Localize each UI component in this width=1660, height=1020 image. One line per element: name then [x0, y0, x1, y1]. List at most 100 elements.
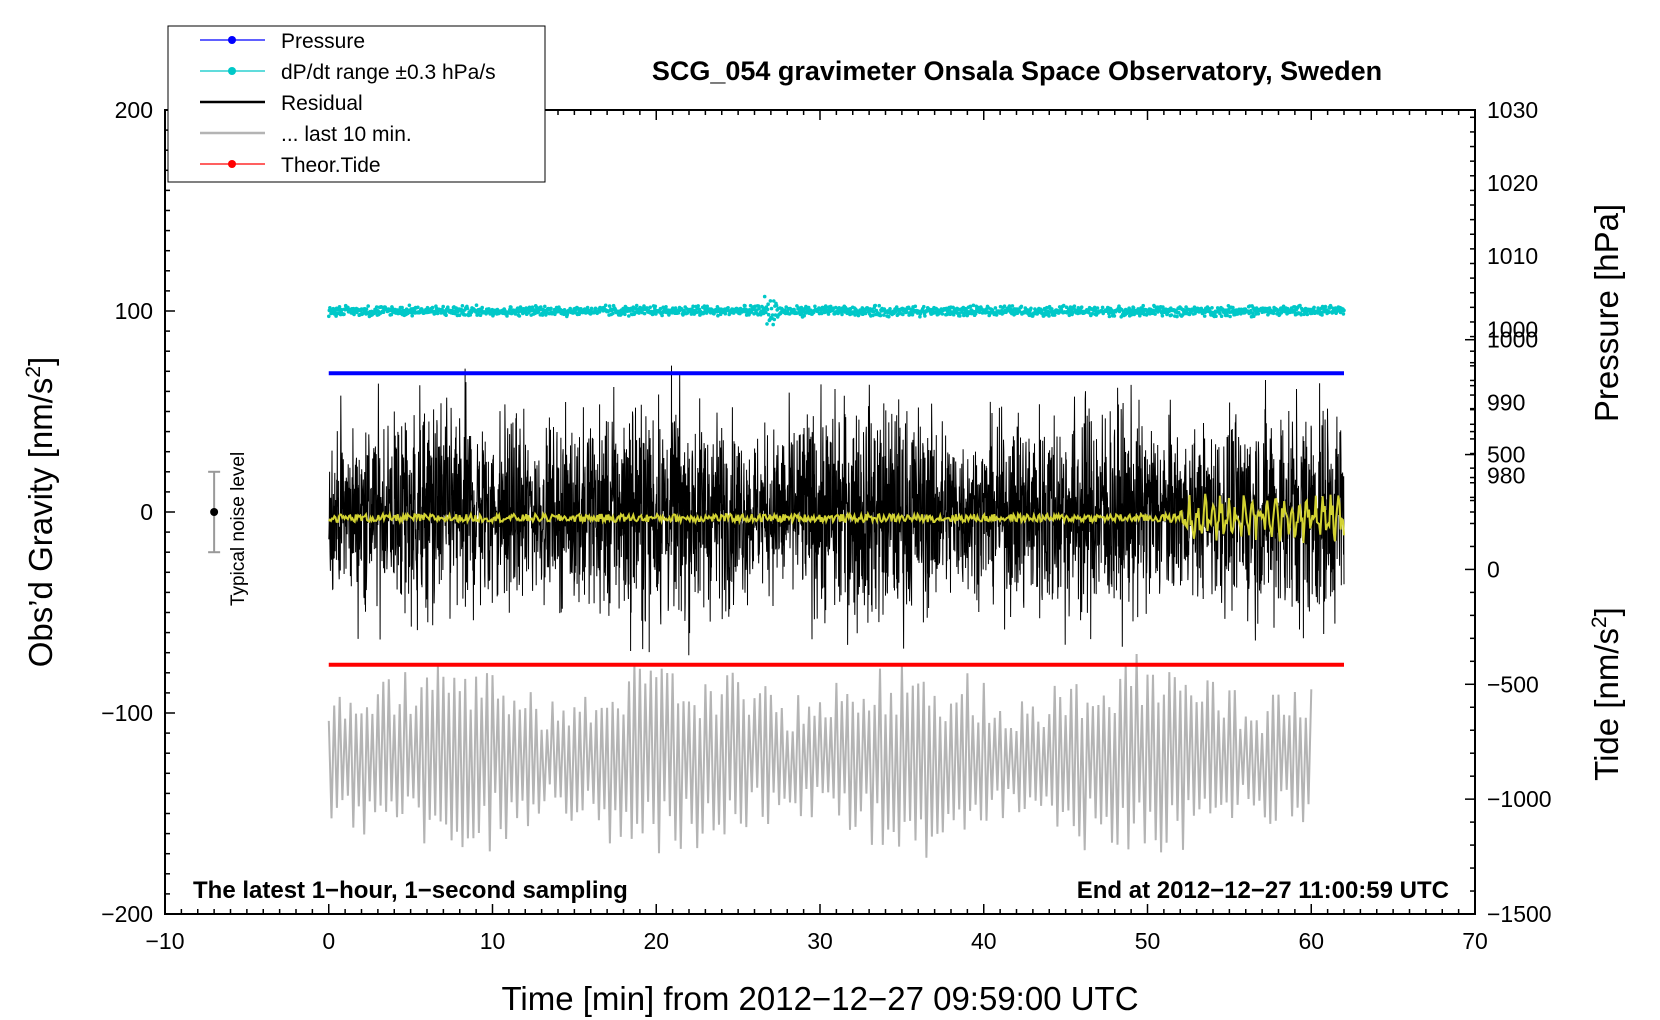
noise-label: Typical noise level — [228, 452, 249, 606]
series-layer — [327, 294, 1346, 858]
axis-ticks: −10 0 10 20 30 40 50 60 702001000−100−2001030102… — [101, 97, 1551, 954]
dpdt-point — [1046, 309, 1050, 314]
dpdt-point — [1100, 305, 1105, 310]
dpdt-point — [887, 314, 891, 319]
dpdt-point — [1112, 314, 1117, 318]
dpdt-point — [1250, 311, 1255, 316]
dpdt-point — [901, 312, 905, 317]
dpdt-point — [958, 314, 962, 318]
tide-tick-label: −1500 — [1487, 901, 1552, 927]
x-tick-label: 40 — [971, 928, 997, 954]
dpdt-point — [1160, 314, 1165, 318]
x-tick-label: 60 — [1298, 928, 1324, 954]
legend-label: ... last 10 min. — [281, 123, 412, 146]
dpdt-point — [764, 310, 768, 315]
dpdt-point — [342, 312, 346, 317]
tide-title-sup: 2 — [1588, 616, 1611, 628]
dpdt-point — [1090, 311, 1095, 316]
pressure-tick-label: 1010 — [1487, 243, 1538, 269]
dpdt-point — [648, 305, 652, 310]
tide-tick-label: −500 — [1487, 671, 1539, 697]
tide-title-main: Tide [nm/s — [1588, 628, 1625, 781]
dpdt-point — [705, 304, 709, 309]
dpdt-point — [770, 313, 775, 317]
y-left-title-sup: 2 — [22, 366, 45, 378]
dpdt-point — [772, 317, 777, 322]
dpdt-point — [1131, 306, 1136, 310]
dpdt-point — [877, 303, 881, 308]
dpdt-point — [796, 306, 801, 310]
dpdt-point — [922, 304, 926, 309]
dpdt-point — [460, 304, 465, 308]
legend-label: Theor.Tide — [281, 154, 381, 177]
series-dpdt — [327, 294, 1346, 327]
x-tick-label: 0 — [322, 928, 335, 954]
dpdt-point — [716, 313, 720, 318]
y-axis-title-tide: Tide [nm/s2] — [1588, 607, 1625, 781]
dpdt-point — [430, 305, 435, 310]
dpdt-point — [1007, 304, 1012, 308]
dpdt-point — [565, 312, 570, 317]
dpdt-point — [765, 307, 770, 312]
dpdt-point — [653, 304, 658, 309]
dpdt-point — [971, 303, 976, 308]
dpdt-point — [474, 310, 478, 314]
pressure-tick-label: 1000 — [1487, 316, 1538, 342]
dpdt-point — [1210, 306, 1214, 310]
dpdt-point — [1225, 313, 1229, 318]
series-last-10-min — [327, 653, 1313, 858]
pressure-tick-label: 1020 — [1487, 170, 1538, 196]
dpdt-point — [1064, 305, 1069, 310]
dpdt-point — [530, 305, 535, 310]
legend-label: Pressure — [281, 30, 365, 53]
dpdt-point — [772, 299, 776, 303]
noise-bar — [208, 470, 221, 554]
dpdt-point — [1153, 312, 1157, 316]
dpdt-point — [366, 304, 371, 308]
dpdt-point — [765, 322, 769, 326]
dpdt-point — [1323, 304, 1328, 309]
dpdt-point — [853, 313, 857, 317]
dpdt-point — [475, 313, 480, 317]
dpdt-point — [478, 313, 483, 318]
legend-marker — [228, 160, 236, 168]
dpdt-point — [603, 303, 608, 308]
dpdt-point — [766, 302, 770, 307]
dpdt-point — [1256, 311, 1261, 316]
dpdt-point — [1305, 312, 1310, 317]
dpdt-point — [977, 310, 982, 315]
dpdt-point — [1017, 309, 1022, 314]
y-left-tick-label: 200 — [115, 97, 153, 123]
dpdt-point — [642, 304, 646, 308]
legend-marker — [228, 67, 236, 75]
dpdt-point — [1214, 314, 1218, 319]
dpdt-point — [913, 304, 918, 309]
dpdt-point — [337, 305, 342, 309]
y-axis-title-pressure: Pressure [hPa] — [1588, 204, 1625, 422]
dpdt-point — [1061, 303, 1066, 308]
dpdt-point — [457, 313, 462, 318]
dpdt-point — [1087, 311, 1091, 315]
dpdt-point — [757, 306, 761, 311]
dpdt-point — [968, 304, 973, 309]
dpdt-point — [762, 294, 767, 299]
dpdt-point — [910, 312, 915, 317]
dpdt-point — [1010, 304, 1015, 308]
pressure-tick-label: 980 — [1487, 462, 1525, 488]
dpdt-point — [1219, 314, 1224, 319]
dpdt-point — [607, 304, 612, 308]
dpdt-point — [463, 313, 468, 317]
y-left-tick-label: −200 — [101, 901, 153, 927]
dpdt-point — [505, 314, 509, 318]
dpdt-point — [726, 306, 730, 310]
dpdt-point — [771, 322, 775, 327]
annotation-bottom-left: The latest 1−hour, 1−second sampling — [193, 877, 628, 904]
dpdt-point — [860, 306, 865, 310]
dpdt-point — [715, 305, 720, 309]
dpdt-point — [1184, 305, 1188, 309]
dpdt-point — [410, 313, 415, 318]
dpdt-point — [871, 313, 875, 318]
dpdt-point — [878, 313, 883, 318]
y-left-title-end: ] — [22, 357, 59, 366]
